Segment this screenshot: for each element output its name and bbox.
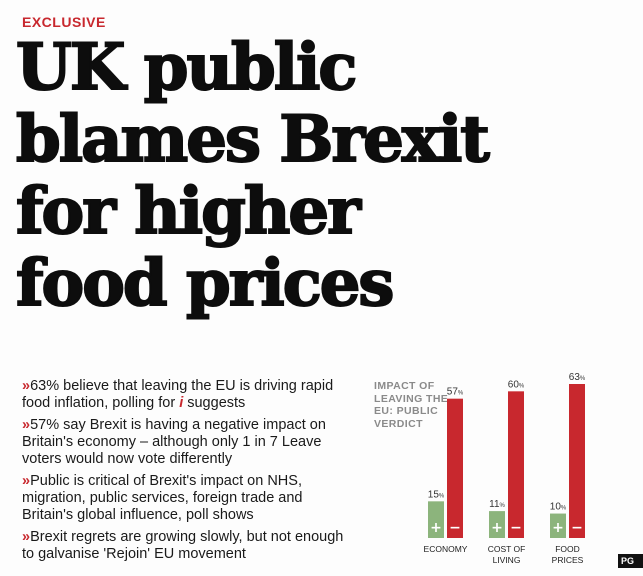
headline-line: food prices xyxy=(15,246,395,321)
headline: UK public blames Brexit for higher food … xyxy=(15,30,636,321)
bar-sign-label: + xyxy=(491,520,503,536)
chart-bar xyxy=(569,384,585,538)
data-label: 11% xyxy=(489,499,505,510)
category-label: ECONOMY xyxy=(424,544,468,554)
bullet-list: » 63% believe that leaving the EU is driv… xyxy=(22,378,352,568)
bullet-item: » 63% believe that leaving the EU is driv… xyxy=(22,378,352,412)
data-label: 15% xyxy=(428,489,445,500)
headline-line: for higher xyxy=(15,174,362,249)
bar-sign-label: − xyxy=(571,520,583,536)
chevron-icon: » xyxy=(22,473,30,489)
page-corner-tag: PG xyxy=(618,554,643,568)
data-label: 57% xyxy=(447,387,464,398)
bar-sign-label: + xyxy=(552,520,564,536)
bar-sign-label: + xyxy=(430,520,442,536)
chart-bar xyxy=(447,398,463,538)
chart-bar xyxy=(508,391,524,538)
bar-sign-label: − xyxy=(510,520,522,536)
category-label: COST OF xyxy=(488,544,526,554)
category-label: FOOD xyxy=(555,544,580,554)
headline-line: UK public xyxy=(15,30,358,105)
category-label: LIVING xyxy=(493,555,521,565)
bullet-item: » Brexit regrets are growing slowly, but … xyxy=(22,529,352,563)
chart-bar xyxy=(489,511,505,538)
bullet-item: » 57% say Brexit is having a negative imp… xyxy=(22,417,352,468)
bullet-text: suggests xyxy=(183,395,246,411)
chevron-icon: » xyxy=(22,378,30,394)
data-label: 63% xyxy=(569,372,586,383)
bullet-item: » Public is critical of Brexit's impact o… xyxy=(22,473,352,524)
bullet-text: 57% say Brexit is having a negative impa… xyxy=(22,417,326,467)
chart-bar xyxy=(550,513,566,538)
chevron-icon: » xyxy=(22,529,30,545)
category-label: PRICES xyxy=(552,555,584,565)
bullet-text: 63% believe that leaving the EU is drivi… xyxy=(22,378,334,411)
chart-title: IMPACT OF LEAVING THE EU: PUBLIC VERDICT xyxy=(374,380,449,430)
headline-line: blames Brexit xyxy=(15,102,491,177)
data-label: 10% xyxy=(550,502,567,513)
kicker-label: EXCLUSIVE xyxy=(22,14,106,30)
bullet-text: Brexit regrets are growing slowly, but n… xyxy=(22,529,344,562)
chevron-icon: » xyxy=(22,417,30,433)
bullet-text: Public is critical of Brexit's impact on… xyxy=(22,473,303,523)
data-label: 60% xyxy=(508,379,525,390)
bar-sign-label: − xyxy=(449,520,461,536)
chart-bar xyxy=(428,501,444,538)
i-brand-logo: i xyxy=(179,395,184,411)
